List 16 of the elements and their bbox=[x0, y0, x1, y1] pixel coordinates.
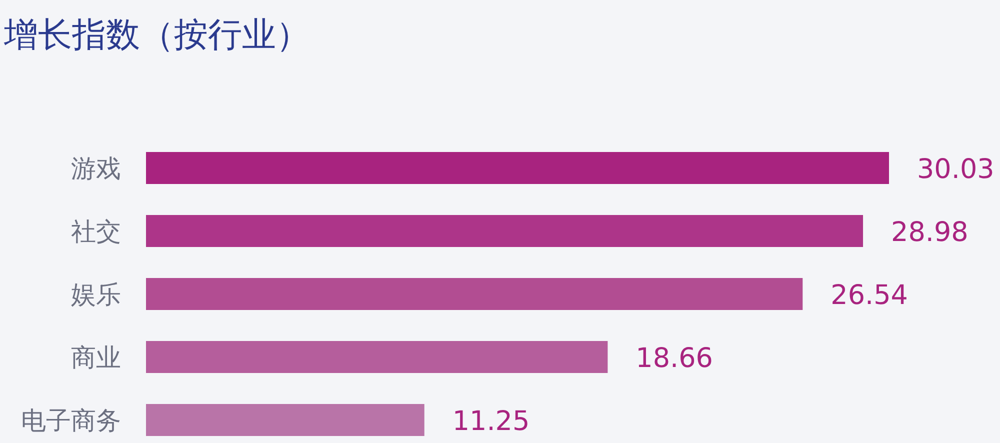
data-label: 26.54 bbox=[830, 280, 908, 311]
bar bbox=[146, 278, 803, 310]
data-label: 28.98 bbox=[891, 217, 968, 248]
data-label: 11.25 bbox=[452, 406, 530, 437]
y-tick-label: 娱乐 bbox=[71, 280, 121, 309]
bar bbox=[146, 341, 608, 373]
bar bbox=[146, 215, 864, 247]
y-tick-label: 电子商务 bbox=[21, 406, 121, 435]
data-label: 18.66 bbox=[636, 343, 713, 374]
y-tick-label: 游戏 bbox=[71, 154, 121, 183]
data-label: 30.03 bbox=[917, 154, 994, 185]
y-tick-label: 商业 bbox=[71, 343, 121, 372]
y-tick-label: 社交 bbox=[71, 217, 121, 246]
bar bbox=[146, 404, 424, 436]
chart-title: 增长指数（按行业） bbox=[3, 15, 310, 55]
bar bbox=[146, 152, 889, 184]
